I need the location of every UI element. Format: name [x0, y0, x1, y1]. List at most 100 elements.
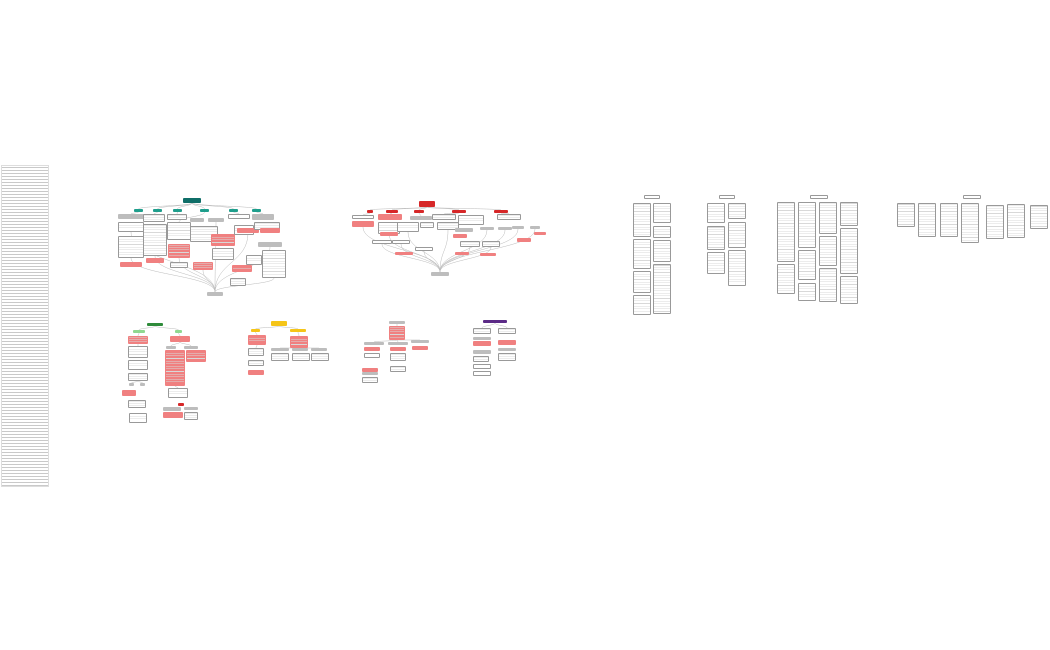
diagram-node[interactable] [168, 388, 188, 398]
diagram-node[interactable] [292, 353, 310, 361]
diagram-node[interactable] [437, 222, 459, 230]
diagram-node[interactable] [207, 292, 223, 296]
diagram-node[interactable] [122, 390, 136, 396]
diagram-node[interactable] [380, 232, 398, 236]
table-cell[interactable] [728, 203, 746, 219]
category-node[interactable] [367, 210, 373, 213]
table-cell[interactable] [633, 203, 651, 237]
diagram-node[interactable] [129, 413, 147, 423]
diagram-node[interactable] [410, 216, 432, 220]
diagram-node[interactable] [184, 412, 198, 420]
diagram-node[interactable] [364, 353, 380, 358]
diagram-node[interactable] [290, 329, 306, 332]
category-node[interactable] [414, 210, 424, 213]
diagram-node[interactable] [378, 214, 402, 220]
diagram-node[interactable] [186, 350, 206, 362]
diagram-node[interactable] [129, 383, 134, 386]
diagram-node[interactable] [143, 224, 167, 256]
diagram-node[interactable] [497, 214, 521, 220]
diagram-node[interactable] [498, 328, 516, 334]
diagram-node[interactable] [165, 350, 185, 386]
diagram-node[interactable] [168, 244, 190, 258]
table-cell[interactable] [633, 239, 651, 269]
table-cell[interactable] [777, 264, 795, 294]
diagram-node[interactable] [458, 215, 484, 225]
diagram-node[interactable] [248, 360, 264, 366]
table-cell[interactable] [918, 203, 936, 237]
category-node[interactable] [494, 210, 508, 213]
root-node-purple[interactable] [483, 320, 507, 323]
diagram-node[interactable] [473, 341, 491, 346]
table-cell[interactable] [728, 250, 746, 286]
diagram-node[interactable] [432, 214, 456, 220]
diagram-node[interactable] [364, 347, 380, 351]
root-node-teal[interactable] [183, 198, 201, 203]
diagram-node[interactable] [512, 226, 524, 229]
root-node-red[interactable] [419, 201, 435, 207]
diagram-node[interactable] [252, 214, 274, 220]
diagram-node[interactable] [167, 222, 191, 240]
diagram-node[interactable] [118, 222, 144, 232]
root-node-gray[interactable] [389, 321, 405, 324]
diagram-node[interactable] [128, 400, 146, 408]
diagram-node[interactable] [170, 336, 190, 342]
diagram-node[interactable] [473, 356, 489, 362]
category-node[interactable] [229, 209, 238, 212]
diagram-node[interactable] [271, 348, 289, 351]
table-cell[interactable] [840, 276, 858, 304]
table-cell[interactable] [707, 226, 725, 250]
diagram-node[interactable] [292, 348, 308, 351]
diagram-node[interactable] [248, 335, 266, 345]
category-node[interactable] [452, 210, 466, 213]
diagram-node[interactable] [390, 366, 406, 372]
diagram-node[interactable] [530, 226, 540, 229]
diagram-node[interactable] [378, 222, 400, 234]
diagram-node[interactable] [455, 228, 473, 232]
diagram-node[interactable] [415, 247, 433, 251]
diagram-node[interactable] [372, 240, 392, 244]
table-cell[interactable] [798, 202, 816, 248]
diagram-node[interactable] [311, 348, 327, 351]
diagram-node[interactable] [362, 377, 378, 383]
diagram-node[interactable] [290, 336, 308, 348]
diagram-node[interactable] [498, 227, 512, 230]
diagram-node[interactable] [128, 360, 148, 370]
column-header[interactable] [810, 195, 828, 199]
diagram-node[interactable] [473, 371, 491, 376]
diagram-node[interactable] [228, 214, 250, 219]
diagram-node[interactable] [193, 262, 213, 270]
diagram-node[interactable] [480, 253, 496, 256]
diagram-node[interactable] [163, 407, 181, 411]
diagram-node[interactable] [388, 342, 408, 345]
table-cell[interactable] [777, 202, 795, 262]
diagram-node[interactable] [352, 215, 374, 219]
diagram-node[interactable] [262, 250, 286, 278]
table-cell[interactable] [819, 202, 837, 234]
diagram-node[interactable] [208, 218, 224, 222]
table-cell[interactable] [940, 203, 958, 237]
table-cell[interactable] [1007, 204, 1025, 238]
table-cell[interactable] [653, 203, 671, 223]
diagram-node[interactable] [498, 348, 516, 351]
table-cell[interactable] [633, 295, 651, 315]
diagram-node[interactable] [232, 265, 252, 272]
diagram-node[interactable] [128, 346, 148, 358]
diagram-node[interactable] [473, 337, 491, 340]
diagram-node[interactable] [392, 240, 410, 244]
diagram-node[interactable] [170, 262, 188, 268]
diagram-node[interactable] [362, 372, 378, 375]
diagram-node[interactable] [118, 236, 144, 258]
category-node[interactable] [153, 209, 162, 212]
diagram-node[interactable] [146, 258, 164, 263]
diagram-node[interactable] [184, 407, 198, 410]
diagram-node[interactable] [498, 340, 516, 345]
diagram-node[interactable] [480, 227, 494, 230]
diagram-node[interactable] [482, 241, 500, 247]
table-cell[interactable] [707, 252, 725, 274]
diagram-node[interactable] [140, 383, 145, 386]
diagram-node[interactable] [390, 347, 406, 351]
column-header[interactable] [719, 195, 735, 199]
table-cell[interactable] [653, 240, 671, 262]
table-cell[interactable] [798, 250, 816, 280]
category-node[interactable] [134, 209, 143, 212]
